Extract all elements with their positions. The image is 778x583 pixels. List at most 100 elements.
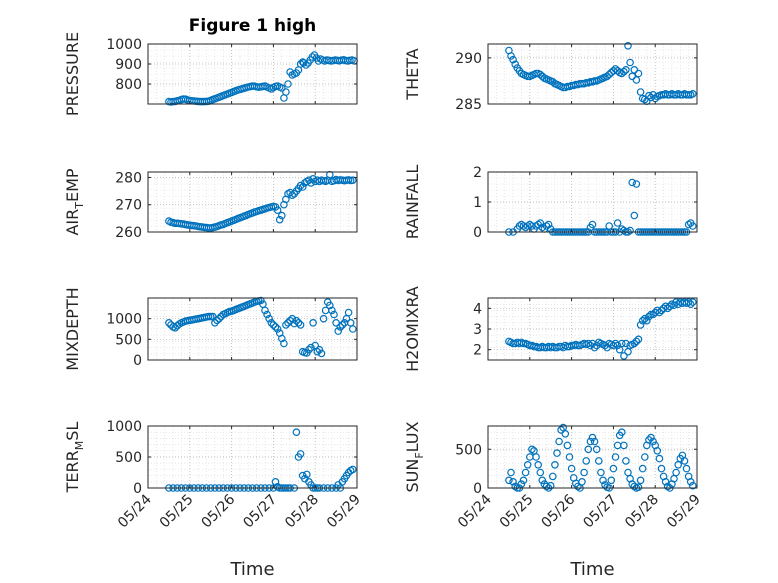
data-point [338, 321, 347, 329]
data-point [280, 339, 288, 348]
data-point [348, 465, 357, 474]
data-point [542, 482, 551, 491]
data-point [509, 477, 517, 486]
data-point [626, 226, 634, 235]
data-point [574, 482, 582, 491]
data-point [592, 445, 601, 454]
y-tick-label: 1000 [106, 312, 142, 328]
data-point [640, 314, 649, 323]
data-point [578, 477, 586, 486]
data-point [613, 341, 622, 350]
data-point [686, 300, 695, 309]
data-point [308, 53, 317, 61]
y-tick-label: 290 [455, 51, 482, 67]
data-point [622, 66, 630, 74]
data-point [590, 437, 599, 446]
y-tick-label: 4 [473, 301, 482, 317]
data-point [277, 211, 286, 220]
data-point [682, 464, 691, 473]
data-point [292, 428, 301, 437]
y-axis-label-subscript: F [413, 452, 426, 458]
y-tick-label: 260 [115, 225, 142, 241]
y-axis-label-text: PRESSURE [63, 32, 82, 116]
data-point [536, 70, 545, 79]
data-point [528, 445, 536, 454]
data-point [634, 483, 643, 492]
data-point [688, 481, 697, 490]
data-point [288, 314, 297, 323]
y-tick-label: 2 [473, 343, 482, 359]
axes-box [487, 425, 698, 489]
data-point [617, 339, 626, 348]
data-point [628, 72, 637, 81]
data-point [519, 476, 528, 485]
y-axis-label-text: EMP [63, 168, 82, 202]
y-axis-label: AIRTEMP [63, 168, 86, 235]
x-tick-label: 05/25 [157, 492, 197, 532]
y-tick-label: 280 [115, 170, 142, 186]
y-tick-label: 500 [115, 450, 142, 466]
data-point [284, 80, 292, 88]
x-tick-label: 05/26 [539, 491, 579, 531]
panel-h2omixra: 2 3 4 H2OMIXRA [403, 286, 698, 372]
y-axis-label: TERRMSL [63, 422, 86, 494]
data-point [647, 433, 655, 442]
y-tick-label: 1 [473, 195, 482, 211]
data-point [309, 318, 317, 327]
data-point [282, 88, 290, 96]
data-point [632, 337, 641, 346]
data-point [171, 323, 180, 332]
axes-box [487, 43, 698, 105]
x-tick-label: 05/29 [664, 492, 704, 532]
data-point [665, 302, 674, 311]
data-point [624, 41, 632, 50]
y-tick-label: 900 [115, 57, 142, 73]
panel-pressure: 800 900 1000 PRESSURE Figure 1 high [63, 16, 358, 116]
data-point [213, 316, 221, 325]
data-point [546, 481, 555, 490]
data-point [636, 88, 645, 96]
data-point [688, 90, 697, 98]
data-point [336, 323, 345, 331]
data-point [344, 308, 353, 317]
data-point [538, 223, 547, 232]
data-point [590, 343, 599, 352]
y-axis-label: RAINFALL [403, 165, 422, 240]
y-axis-label-text: H2OMIXRA [403, 286, 422, 372]
data-point [626, 58, 634, 67]
data-point [611, 65, 620, 73]
y-axis-label: MIXDEPTH [63, 287, 82, 370]
data-point [523, 222, 532, 230]
panel-theta: 285 290 THETA [403, 41, 698, 113]
data-point [261, 306, 269, 315]
data-point [594, 457, 603, 465]
data-point [632, 76, 641, 84]
data-point [302, 61, 310, 69]
data-point [523, 460, 532, 469]
axes-box [147, 43, 358, 105]
data-point [588, 433, 597, 442]
data-point [538, 476, 547, 485]
data-point [663, 304, 672, 313]
x-tick-label: 05/29 [324, 492, 364, 532]
data-point [609, 341, 618, 350]
x-tick-label: 05/26 [199, 491, 239, 531]
y-tick-label: 0 [133, 353, 142, 369]
data-point [265, 314, 274, 323]
data-point [557, 426, 565, 434]
data-point [588, 220, 597, 229]
data-point [273, 206, 282, 215]
data-point [620, 352, 628, 360]
data-point [620, 67, 628, 76]
data-point [532, 69, 540, 78]
data-point [296, 321, 305, 329]
y-axis-label-text: AIR [63, 209, 82, 236]
data-point [620, 441, 628, 450]
y-axis-label: THETA [403, 48, 422, 100]
data-point [302, 470, 311, 479]
data-point [582, 457, 591, 465]
y-tick-label: 2 [473, 165, 482, 181]
data-point [319, 314, 328, 323]
data-point [634, 69, 643, 78]
